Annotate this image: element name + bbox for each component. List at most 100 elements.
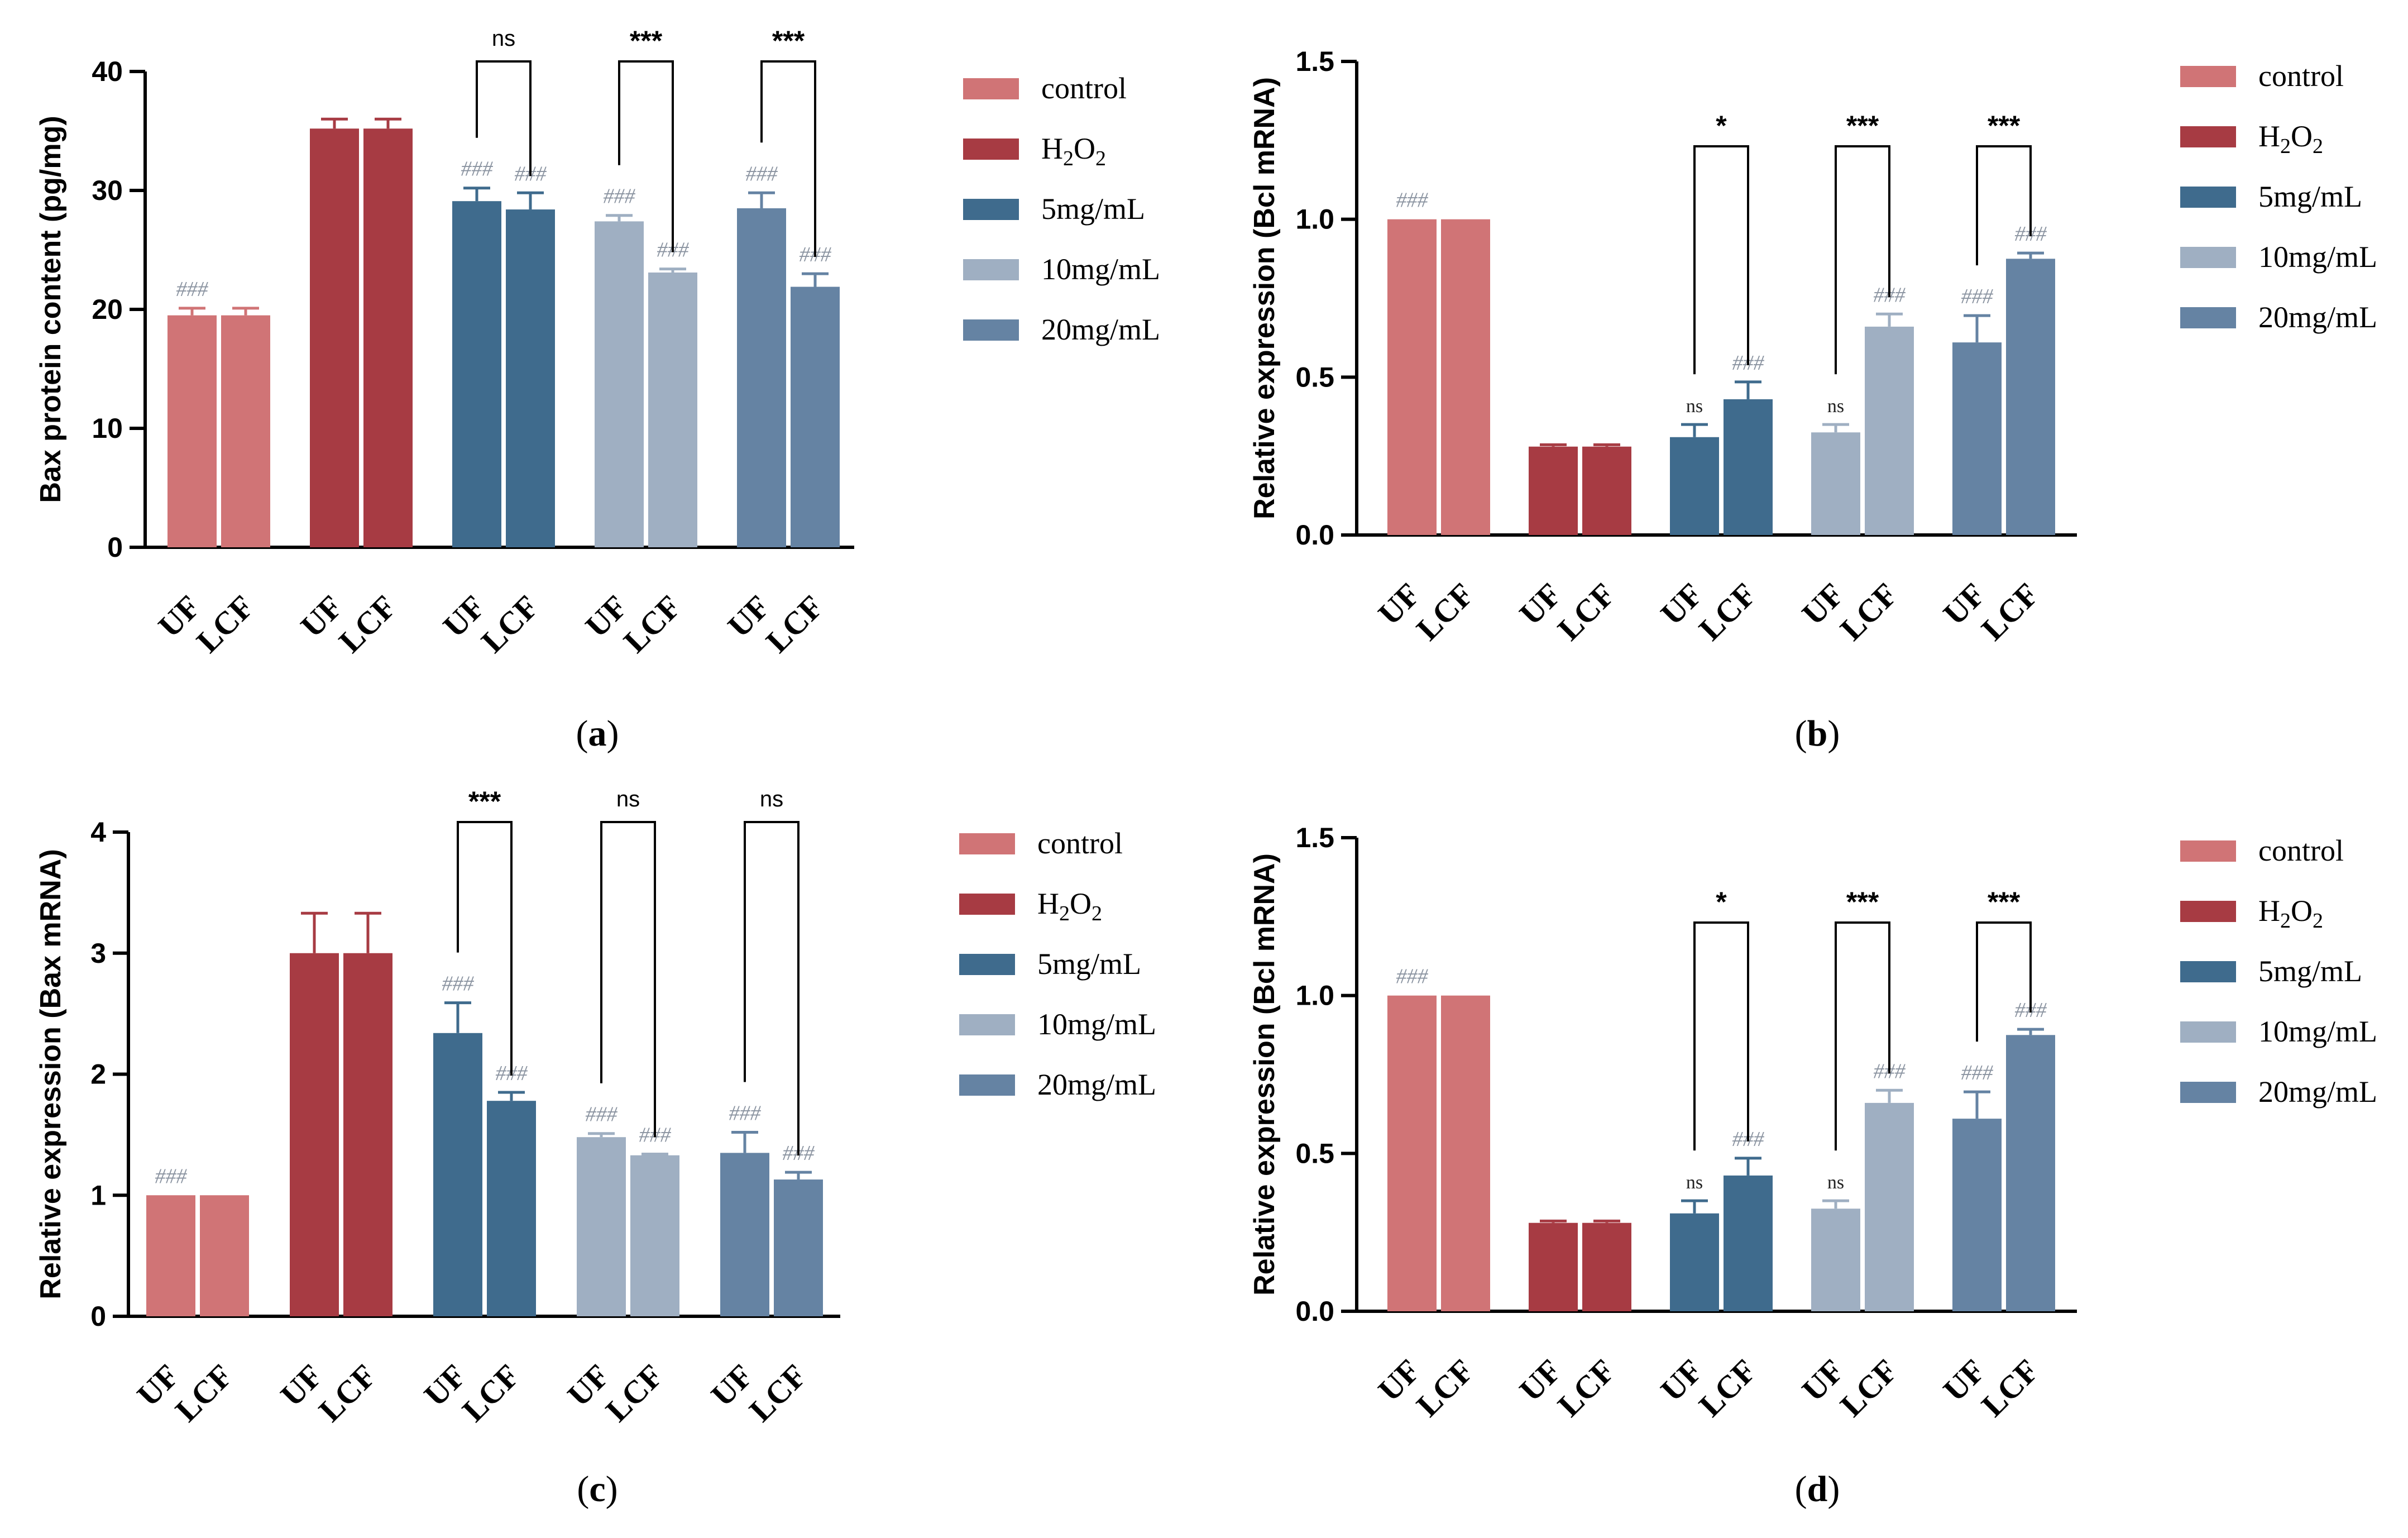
y-tick-label: 0.5 <box>1295 1138 1334 1169</box>
y-axis-label: Relative expression (Bax mRNA) <box>35 849 67 1299</box>
legend-swatch <box>2180 901 2236 922</box>
x-tick-label: LCF <box>1550 576 1622 647</box>
legend-swatch <box>963 259 1019 280</box>
y-tick-label: 30 <box>92 175 123 206</box>
legend-label: 5mg/mL <box>1037 947 1141 981</box>
legend-label-text: 10mg/mL <box>2258 1015 2377 1048</box>
legend-label: 5mg/mL <box>2258 954 2362 988</box>
legend-label: 20mg/mL <box>2258 300 2377 334</box>
x-tick-label: LCF <box>1692 576 1763 647</box>
comparison-label: *** <box>1988 110 2021 141</box>
legend-label: 5mg/mL <box>2258 180 2362 213</box>
panel-letter: a <box>588 713 607 754</box>
y-tick-label: 1.5 <box>1295 822 1334 853</box>
legend-label-text: control <box>1041 71 1127 105</box>
comparison-bracket <box>1835 145 1890 375</box>
legend-label: control <box>1041 71 1127 105</box>
bar-H2O2-LCF <box>363 128 413 548</box>
y-tick-label: 3 <box>90 938 106 969</box>
legend-label-text: 10mg/mL <box>2258 240 2377 274</box>
legend-label: 10mg/mL <box>2258 240 2377 274</box>
bar-5mg/mL-LCF <box>1724 1175 1773 1311</box>
legend-label-text: 20mg/mL <box>2258 300 2377 334</box>
y-tick-label: 1.0 <box>1295 204 1334 235</box>
significance-mark: ns <box>1827 396 1844 417</box>
legend-label-text: O <box>2291 894 2313 928</box>
y-tick-label: 4 <box>90 816 106 848</box>
y-axis-label: Relative expression (Bcl mRNA) <box>1248 853 1281 1296</box>
legend-label: control <box>2258 834 2344 867</box>
x-tick-label: LCF <box>1409 1352 1481 1424</box>
panel-label: (c) <box>577 1469 617 1510</box>
significance-mark: ### <box>155 1164 188 1188</box>
legend-label-subscript: 2 <box>2313 135 2323 158</box>
panel-label: (a) <box>576 713 619 754</box>
legend-label-subscript: 2 <box>2280 135 2291 158</box>
y-tick-label: 1.5 <box>1295 46 1334 77</box>
legend-label-text: control <box>1037 827 1123 860</box>
significance-mark: ns <box>1686 1172 1703 1193</box>
legend-swatch <box>2180 307 2236 328</box>
y-tick-label: 0.5 <box>1295 361 1334 393</box>
legend-label-text: O <box>1070 887 1092 920</box>
comparison-bracket <box>476 60 532 176</box>
legend-swatch <box>2180 66 2236 87</box>
legend-label-text: control <box>2258 834 2344 867</box>
x-tick-label: LCF <box>474 588 545 660</box>
bar-20mg/mL-UF <box>737 208 786 547</box>
comparison-bracket <box>1835 921 1890 1151</box>
significance-mark: ### <box>1396 965 1429 988</box>
legend-label: 10mg/mL <box>1041 252 1160 286</box>
comparison-bracket <box>760 60 816 257</box>
legend-label: 20mg/mL <box>1037 1068 1156 1101</box>
significance-mark: ### <box>1396 189 1429 212</box>
bar-H2O2-UF <box>290 953 339 1316</box>
legend-label-text: 5mg/mL <box>1041 192 1145 226</box>
legend-swatch <box>959 1014 1015 1035</box>
legend-label-subscript: 2 <box>1095 147 1106 170</box>
bar-5mg/mL-UF <box>452 201 501 547</box>
legend-label: control <box>2258 59 2344 93</box>
panel-letter: c <box>589 1469 605 1510</box>
y-tick-label: 10 <box>92 413 123 444</box>
comparison-label: * <box>1716 886 1727 918</box>
x-tick-label: LCF <box>189 588 261 660</box>
legend-label-text: 10mg/mL <box>1037 1007 1156 1041</box>
legend-swatch <box>963 138 1019 160</box>
legend-swatch <box>963 199 1019 220</box>
legend-swatch <box>2180 126 2236 147</box>
comparison-label: *** <box>1846 110 1879 141</box>
comparison-label: ns <box>492 26 515 51</box>
legend-label-text: H <box>1037 887 1059 920</box>
legend-label: 20mg/mL <box>2258 1075 2377 1109</box>
y-tick-label: 0 <box>107 532 123 563</box>
significance-mark: ns <box>1686 396 1703 417</box>
comparison-label: ns <box>616 787 640 811</box>
significance-mark: ### <box>461 157 494 181</box>
significance-mark: ### <box>442 972 475 996</box>
legend-label-subscript: 2 <box>2313 909 2323 933</box>
comparison-label: *** <box>772 25 805 56</box>
comparison-label: *** <box>630 25 663 56</box>
x-tick-label: LCF <box>1692 1352 1763 1424</box>
legend-label-text: 20mg/mL <box>2258 1075 2377 1109</box>
bar-H2O2-LCF <box>1582 446 1631 535</box>
comparison-label: * <box>1716 110 1727 141</box>
x-tick-label: LCF <box>742 1357 813 1429</box>
x-tick-label: LCF <box>1833 1352 1904 1424</box>
legend-label-subscript: 2 <box>1092 902 1102 925</box>
comparison-label: ns <box>760 787 783 811</box>
comparison-bracket <box>1976 145 2032 266</box>
bar-10mg/mL-UF <box>577 1137 626 1316</box>
legend-label-text: O <box>1074 132 1095 165</box>
comparison-label: *** <box>1846 886 1879 918</box>
bar-20mg/mL-LCF <box>774 1179 823 1316</box>
comparison-label: *** <box>1988 886 2021 918</box>
significance-mark: ns <box>1827 1172 1844 1193</box>
y-tick-label: 2 <box>90 1059 106 1090</box>
bar-control-LCF <box>1441 995 1490 1311</box>
significance-mark: ### <box>729 1102 762 1125</box>
legend-label: 20mg/mL <box>1041 313 1160 346</box>
